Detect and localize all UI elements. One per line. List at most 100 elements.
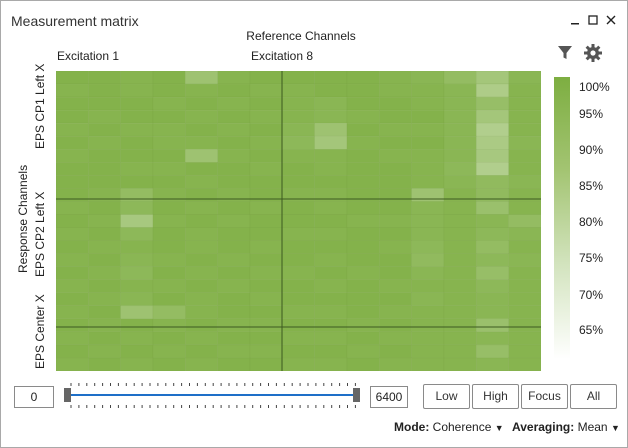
heatmap-cell[interactable] xyxy=(185,318,218,333)
heatmap-cell[interactable] xyxy=(88,253,121,267)
heatmap-cell[interactable] xyxy=(443,71,477,85)
heatmap-cell[interactable] xyxy=(379,305,412,320)
heatmap-cell[interactable] xyxy=(476,305,509,320)
heatmap-cell[interactable] xyxy=(411,253,445,267)
heatmap-cell[interactable] xyxy=(314,201,348,215)
heatmap-cell[interactable] xyxy=(120,214,154,228)
heatmap-cell[interactable] xyxy=(185,344,218,359)
heatmap-cell[interactable] xyxy=(411,344,445,359)
heatmap-cell[interactable] xyxy=(152,109,186,124)
heatmap-cell[interactable] xyxy=(120,175,154,189)
heatmap-cell[interactable] xyxy=(88,357,121,371)
heatmap-cell[interactable] xyxy=(443,83,477,98)
heatmap-cell[interactable] xyxy=(282,135,315,150)
heatmap-cell[interactable] xyxy=(217,253,251,267)
heatmap-cell[interactable] xyxy=(56,292,89,307)
heatmap-cell[interactable] xyxy=(314,109,348,124)
heatmap-cell[interactable] xyxy=(411,266,445,280)
heatmap-cell[interactable] xyxy=(508,318,541,333)
heatmap-cell[interactable] xyxy=(282,318,315,333)
heatmap-cell[interactable] xyxy=(56,344,89,359)
heatmap-cell[interactable] xyxy=(508,344,541,359)
heatmap-cell[interactable] xyxy=(88,149,121,163)
heatmap-cell[interactable] xyxy=(120,135,154,150)
heatmap-cell[interactable] xyxy=(249,122,283,137)
heatmap-cell[interactable] xyxy=(346,240,380,254)
heatmap-cell[interactable] xyxy=(314,266,348,280)
heatmap-cell[interactable] xyxy=(120,266,154,280)
heatmap-cell[interactable] xyxy=(508,279,541,293)
heatmap-cell[interactable] xyxy=(282,357,315,371)
heatmap-cell[interactable] xyxy=(346,227,380,241)
heatmap-cell[interactable] xyxy=(282,149,315,163)
heatmap-cell[interactable] xyxy=(314,344,348,359)
heatmap-cell[interactable] xyxy=(56,109,89,124)
heatmap-cell[interactable] xyxy=(56,266,89,280)
heatmap-cell[interactable] xyxy=(443,344,477,359)
heatmap-cell[interactable] xyxy=(120,109,154,124)
heatmap-cell[interactable] xyxy=(379,357,412,371)
heatmap-cell[interactable] xyxy=(185,214,218,228)
heatmap-cell[interactable] xyxy=(120,162,154,176)
heatmap-cell[interactable] xyxy=(282,71,315,85)
heatmap-cell[interactable] xyxy=(508,109,541,124)
heatmap-cell[interactable] xyxy=(314,292,348,307)
heatmap-cell[interactable] xyxy=(346,175,380,189)
heatmap-cell[interactable] xyxy=(346,214,380,228)
heatmap-cell[interactable] xyxy=(508,357,541,371)
heatmap-cell[interactable] xyxy=(152,253,186,267)
heatmap-cell[interactable] xyxy=(120,253,154,267)
heatmap-cell[interactable] xyxy=(249,305,283,320)
heatmap-cell[interactable] xyxy=(379,175,412,189)
heatmap-cell[interactable] xyxy=(185,279,218,293)
heatmap-cell[interactable] xyxy=(217,162,251,176)
heatmap-cell[interactable] xyxy=(476,279,509,293)
heatmap-cell[interactable] xyxy=(314,149,348,163)
heatmap-cell[interactable] xyxy=(314,214,348,228)
heatmap-cell[interactable] xyxy=(443,318,477,333)
heatmap-cell[interactable] xyxy=(282,227,315,241)
heatmap-cell[interactable] xyxy=(282,175,315,189)
heatmap-cell[interactable] xyxy=(56,135,89,150)
heatmap-cell[interactable] xyxy=(120,240,154,254)
heatmap-cell[interactable] xyxy=(379,279,412,293)
heatmap-cell[interactable] xyxy=(443,162,477,176)
heatmap-cell[interactable] xyxy=(217,83,251,98)
heatmap-cell[interactable] xyxy=(508,227,541,241)
heatmap-cell[interactable] xyxy=(152,305,186,320)
heatmap-cell[interactable] xyxy=(88,305,121,320)
heatmap-cell[interactable] xyxy=(152,292,186,307)
heatmap-cell[interactable] xyxy=(120,318,154,333)
heatmap-cell[interactable] xyxy=(476,162,509,176)
heatmap-cell[interactable] xyxy=(443,266,477,280)
heatmap-cell[interactable] xyxy=(249,318,283,333)
heatmap-cell[interactable] xyxy=(217,149,251,163)
heatmap-cell[interactable] xyxy=(88,240,121,254)
heatmap-cell[interactable] xyxy=(185,227,218,241)
heatmap-cell[interactable] xyxy=(185,175,218,189)
heatmap-cell[interactable] xyxy=(508,162,541,176)
heatmap-cell[interactable] xyxy=(185,292,218,307)
heatmap-cell[interactable] xyxy=(185,83,218,98)
heatmap-cell[interactable] xyxy=(217,279,251,293)
heatmap-cell[interactable] xyxy=(379,292,412,307)
heatmap-cell[interactable] xyxy=(314,175,348,189)
heatmap-cell[interactable] xyxy=(508,305,541,320)
heatmap-cell[interactable] xyxy=(443,214,477,228)
heatmap-cell[interactable] xyxy=(56,96,89,111)
heatmap-cell[interactable] xyxy=(185,201,218,215)
heatmap-cell[interactable] xyxy=(185,96,218,111)
heatmap-cell[interactable] xyxy=(314,96,348,111)
heatmap-cell[interactable] xyxy=(411,83,445,98)
heatmap-cell[interactable] xyxy=(217,266,251,280)
range-slider-max-handle[interactable] xyxy=(353,388,360,402)
heatmap-cell[interactable] xyxy=(508,122,541,137)
heatmap-cell[interactable] xyxy=(476,201,509,215)
heatmap-cell[interactable] xyxy=(443,357,477,371)
gear-icon[interactable] xyxy=(583,43,603,63)
heatmap-cell[interactable] xyxy=(217,331,251,346)
heatmap-cell[interactable] xyxy=(314,318,348,333)
heatmap-cell[interactable] xyxy=(282,122,315,137)
heatmap-cell[interactable] xyxy=(411,162,445,176)
heatmap-cell[interactable] xyxy=(379,266,412,280)
